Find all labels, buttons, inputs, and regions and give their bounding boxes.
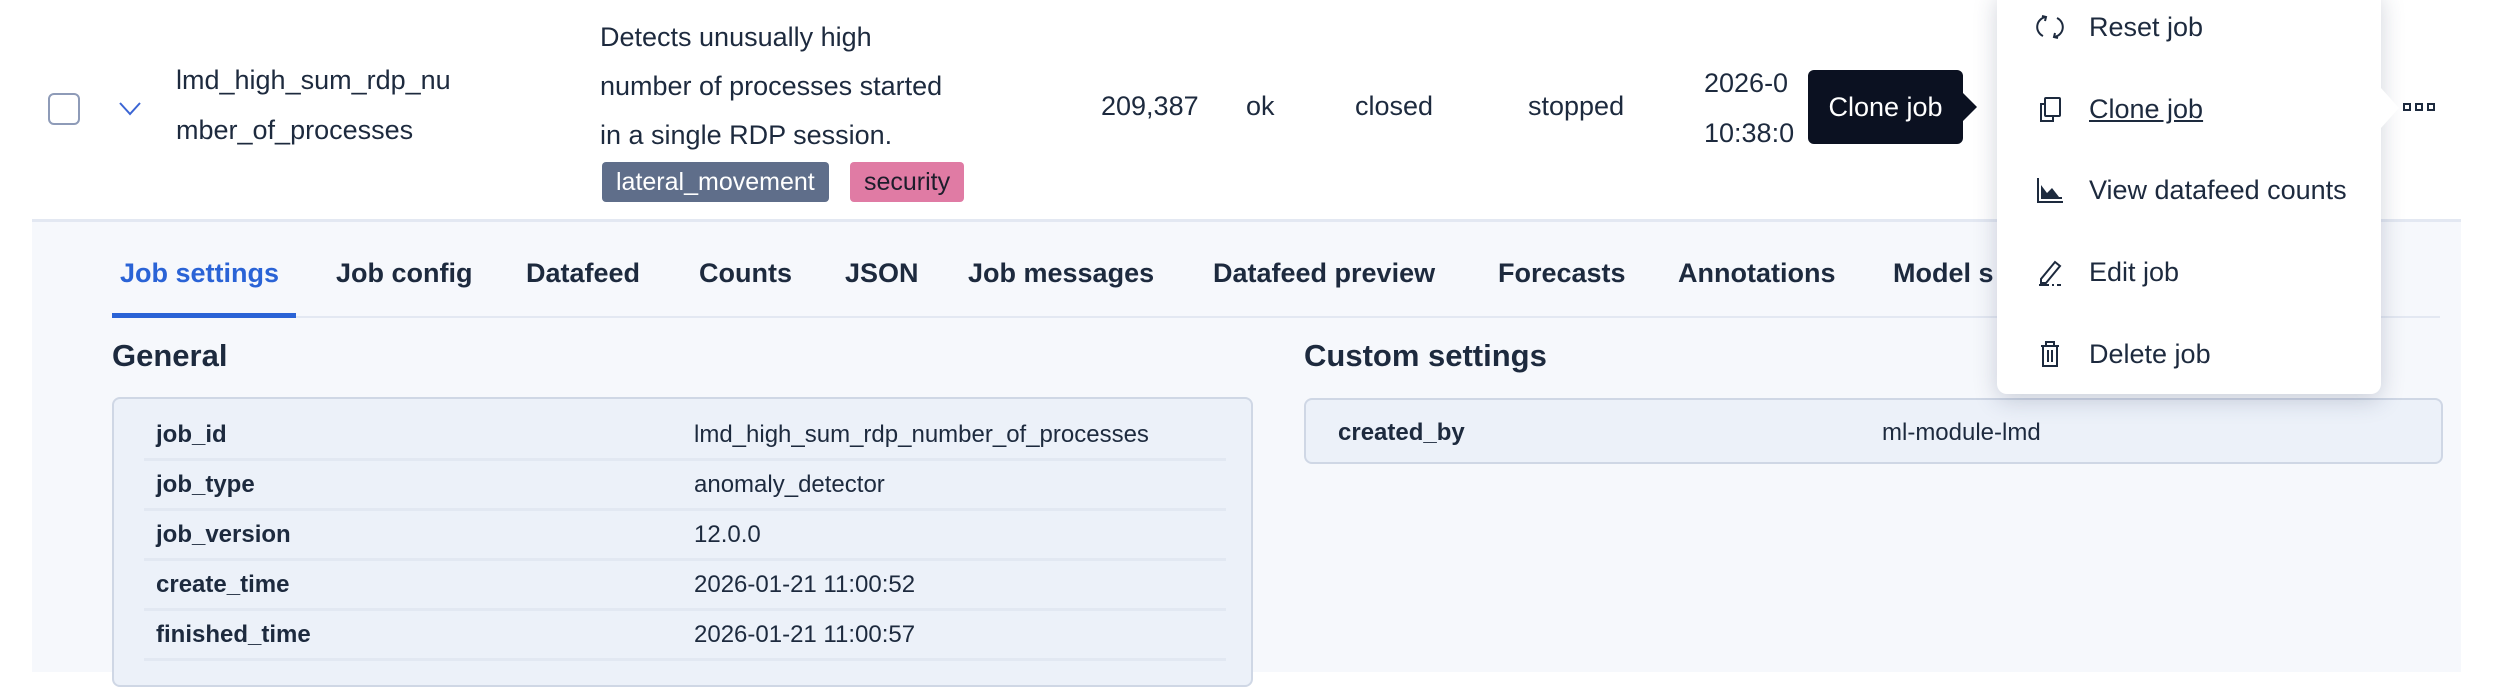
general-heading: General	[112, 338, 228, 373]
timestamp-line: 10:38:0	[1704, 118, 1795, 148]
general-panel: job_id lmd_high_sum_rdp_number_of_process…	[112, 397, 1253, 687]
job-id-line: lmd_high_sum_rdp_nu	[176, 65, 451, 95]
dot-icon	[2403, 103, 2411, 111]
setting-value: 12.0.0	[694, 521, 761, 548]
menu-item-clone-job[interactable]: Clone job	[2035, 84, 2203, 134]
setting-key: job_version	[156, 521, 291, 548]
dot-icon	[2415, 103, 2423, 111]
job-id-cell: lmd_high_sum_rdp_nu mber_of_processes	[176, 55, 451, 155]
timestamp-line: 2026-0	[1704, 68, 1789, 98]
tab-json[interactable]: JSON	[845, 258, 919, 288]
setting-value: anomaly_detector	[694, 471, 885, 498]
menu-item-edit-job[interactable]: Edit job	[2035, 247, 2179, 297]
setting-key: job_id	[156, 421, 227, 448]
area-chart-icon	[2037, 178, 2063, 203]
setting-key: created_by	[1338, 419, 1465, 446]
tabs-divider	[112, 316, 2440, 318]
tab-job-settings[interactable]: Job settings	[120, 258, 280, 288]
setting-value: ml-module-lmd	[1882, 419, 2041, 446]
copy-icon	[2040, 97, 2061, 122]
pencil-icon	[2039, 260, 2062, 286]
refresh-icon	[2036, 15, 2064, 39]
tab-job-messages[interactable]: Job messages	[968, 258, 1155, 288]
tab-annotations[interactable]: Annotations	[1678, 258, 1836, 288]
job-id-line: mber_of_processes	[176, 115, 414, 145]
active-tab-indicator	[112, 313, 296, 318]
setting-value: 2026-01-21 11:00:52	[694, 571, 916, 598]
menu-item-label: Clone job	[2089, 93, 2204, 124]
actions-menu: Reset job Clone job View datafeed counts…	[1997, 0, 2399, 394]
setting-value: 2026-01-21 11:00:57	[694, 621, 916, 648]
job-state: closed	[1355, 91, 1434, 121]
row-select-checkbox[interactable]	[48, 93, 80, 125]
tab-datafeed[interactable]: Datafeed	[526, 258, 641, 288]
row-actions-button[interactable]	[2403, 96, 2439, 118]
memory-status: ok	[1246, 91, 1275, 121]
trash-icon	[2041, 341, 2059, 367]
datafeed-state: stopped	[1528, 91, 1625, 121]
tab-datafeed-preview[interactable]: Datafeed preview	[1213, 258, 1436, 288]
menu-item-label: Edit job	[2089, 256, 2180, 287]
description-cell: Detects unusually high number of process…	[600, 13, 942, 160]
table-row: job_id lmd_high_sum_rdp_number_of_process…	[144, 411, 1226, 461]
expand-chevron-down-icon[interactable]	[116, 94, 144, 122]
menu-item-label: View datafeed counts	[2089, 174, 2347, 205]
menu-item-label: Delete job	[2089, 338, 2211, 369]
table-row: job_type anomaly_detector	[144, 461, 1226, 511]
latest-timestamp: 2026-0 10:38:0	[1704, 58, 1794, 158]
menu-item-reset-job[interactable]: Reset job	[2035, 2, 2203, 52]
setting-key: job_type	[156, 471, 255, 498]
menu-item-view-datafeed-counts[interactable]: View datafeed counts	[2035, 165, 2347, 215]
group-badge-security[interactable]: security	[850, 162, 965, 202]
menu-item-delete-job[interactable]: Delete job	[2035, 329, 2211, 379]
description-line: in a single RDP session.	[600, 120, 893, 150]
dot-icon	[2427, 103, 2435, 111]
setting-key: finished_time	[156, 621, 311, 648]
menu-item-label: Reset job	[2089, 11, 2204, 42]
table-row: finished_time 2026-01-21 11:00:57	[144, 611, 1226, 661]
clone-job-tooltip: Clone job	[1808, 70, 1977, 144]
group-badge-lateral-movement[interactable]: lateral_movement	[602, 162, 829, 202]
tab-forecasts[interactable]: Forecasts	[1498, 258, 1626, 288]
processed-records: 209,387	[1101, 91, 1199, 121]
description-line: number of processes started	[600, 71, 943, 101]
tab-counts[interactable]: Counts	[699, 258, 792, 288]
tab-job-config[interactable]: Job config	[336, 258, 473, 288]
setting-key: create_time	[156, 571, 290, 598]
table-row: create_time 2026-01-21 11:00:52	[144, 561, 1226, 611]
tab-model-snapshots[interactable]: Model s	[1893, 258, 1994, 288]
table-row: job_version 12.0.0	[144, 511, 1226, 561]
custom-settings-heading: Custom settings	[1304, 338, 1547, 373]
custom-settings-panel: created_by ml-module-lmd	[1304, 398, 2443, 464]
setting-value: lmd_high_sum_rdp_number_of_processes	[694, 421, 1149, 448]
description-line: Detects unusually high	[600, 22, 872, 52]
